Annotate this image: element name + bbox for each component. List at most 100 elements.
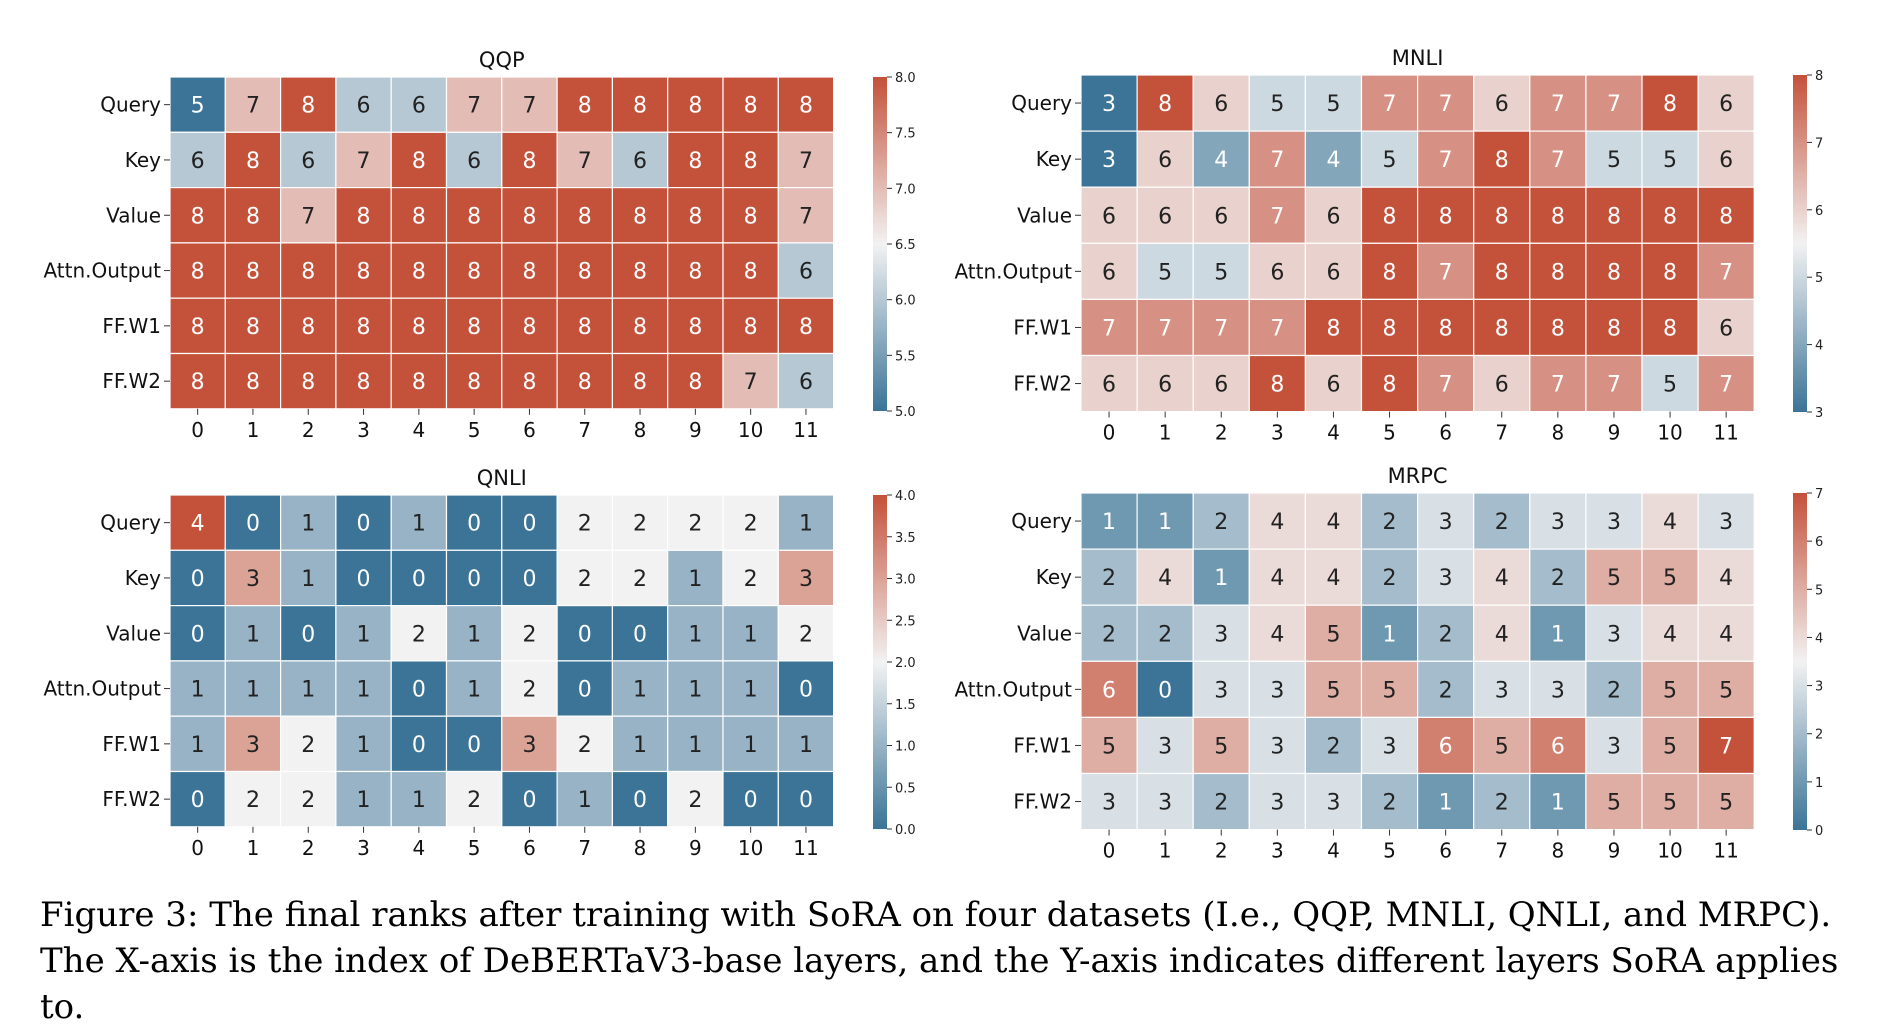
cell-value-label: 2: [1102, 566, 1116, 591]
colorbar-tick-label: 4.0: [895, 489, 916, 504]
cell-value-label: 0: [467, 512, 481, 537]
heatmap-cell: [1304, 354, 1363, 413]
cell-value-label: 2: [1158, 622, 1172, 647]
x-tick-label: 11: [793, 836, 818, 860]
cell-value-label: 7: [1551, 148, 1565, 173]
chart-title: MRPC: [1388, 464, 1448, 488]
cell-value-label: 7: [467, 94, 481, 119]
cell-value-label: 8: [246, 315, 260, 340]
cell-value-label: 8: [522, 260, 536, 285]
cell-value-label: 8: [744, 149, 758, 174]
colorbar-tick-label: 3: [1815, 406, 1823, 421]
x-tick-label: 6: [523, 418, 536, 442]
colorbar-tick-label: 6: [1815, 204, 1823, 219]
x-tick-label: 9: [1608, 839, 1621, 863]
heatmap-cell: [667, 715, 724, 773]
heatmap-cell: [1360, 604, 1419, 662]
cell-value-label: 1: [799, 733, 813, 758]
cell-value-label: 3: [1214, 678, 1228, 703]
x-tick-label: 3: [1271, 839, 1284, 863]
heatmap-cell: [1416, 492, 1475, 550]
cell-value-label: 5: [1383, 148, 1397, 173]
heatmap-cell: [611, 660, 669, 717]
heatmap-cell: [169, 770, 226, 828]
cell-value-label: 1: [578, 788, 592, 813]
cell-value-label: 6: [1214, 373, 1228, 398]
heatmap-cell: [1360, 242, 1419, 301]
heatmap-cell: [1416, 772, 1475, 831]
heatmap-cell: [1473, 660, 1531, 718]
cell-value-label: 8: [578, 370, 592, 395]
cell-value-label: 2: [1495, 510, 1509, 535]
heatmap-cell: [777, 352, 835, 410]
cell-value-label: 8: [246, 204, 260, 229]
colorbar-tick-label: 0.0: [895, 823, 916, 838]
y-tick-label: Key: [125, 566, 161, 590]
x-tick-label: 2: [302, 418, 315, 442]
x-tick-label: 9: [1608, 421, 1621, 445]
cell-value-label: 8: [1663, 316, 1677, 341]
y-tick-label: Attn.Output: [43, 259, 161, 283]
cell-value-label: 6: [1102, 204, 1116, 229]
heatmap-cell: [1360, 74, 1419, 132]
cell-value-label: 1: [246, 678, 260, 703]
cell-value-label: 8: [1383, 373, 1397, 398]
heatmap-cell: [667, 604, 724, 662]
cell-value-label: 4: [191, 512, 205, 537]
y-tick-label: FF.W1: [102, 732, 161, 756]
cell-value-label: 7: [799, 149, 813, 174]
cell-value-label: 1: [301, 678, 315, 703]
heatmap-cell: [1641, 298, 1699, 357]
cell-value-label: 8: [744, 315, 758, 340]
heatmap-cell: [1529, 492, 1587, 550]
cell-value-label: 3: [1102, 148, 1116, 173]
cell-value-label: 6: [1719, 148, 1733, 173]
cell-value-label: 8: [522, 370, 536, 395]
heatmap-cell: [722, 549, 779, 607]
cell-value-label: 1: [1214, 566, 1228, 591]
colorbar-tick-label: 4: [1815, 339, 1823, 354]
cell-value-label: 8: [1495, 260, 1509, 285]
colorbar-tick-label: 7.5: [895, 127, 916, 142]
cell-value-label: 6: [799, 260, 813, 285]
cell-value-label: 7: [1102, 316, 1116, 341]
cell-value-label: 8: [578, 260, 592, 285]
cell-value-label: 8: [1607, 204, 1621, 229]
cell-value-label: 0: [412, 678, 426, 703]
x-tick-label: 10: [738, 418, 763, 442]
x-tick-label: 2: [1215, 421, 1228, 445]
cell-value-label: 8: [744, 94, 758, 119]
cell-value-label: 8: [578, 315, 592, 340]
cell-value-label: 8: [522, 149, 536, 174]
heatmap-cell: [224, 660, 282, 717]
cell-value-label: 8: [301, 260, 315, 285]
heatmap-cell: [224, 297, 282, 355]
y-tick-label: FF.W2: [102, 787, 161, 811]
cell-value-label: 3: [1551, 510, 1565, 535]
cell-value-label: 2: [246, 788, 260, 813]
cell-value-label: 5: [1663, 373, 1677, 398]
cell-value-label: 5: [1158, 260, 1172, 285]
cell-value-label: 1: [357, 733, 371, 758]
cell-value-label: 8: [1270, 373, 1284, 398]
cell-value-label: 5: [1326, 678, 1340, 703]
cell-value-label: 1: [301, 512, 315, 537]
colorbar-tick-label: 3.0: [895, 573, 916, 588]
x-tick-label: 4: [1327, 421, 1340, 445]
heatmap-cell: [1416, 660, 1475, 718]
cell-value-label: 0: [357, 512, 371, 537]
cell-value-label: 5: [1663, 791, 1677, 816]
heatmap-cell: [1585, 660, 1643, 718]
x-tick-label: 6: [523, 836, 536, 860]
heatmap-cell: [280, 76, 337, 133]
cell-value-label: 8: [744, 204, 758, 229]
colorbar: [1793, 493, 1807, 830]
heatmap-cell: [169, 549, 226, 607]
heatmap-cell: [390, 297, 448, 355]
heatmap-cell: [501, 549, 558, 607]
heatmap-cell: [722, 131, 779, 189]
heatmap-cell: [390, 549, 448, 607]
heatmap-cell: [501, 187, 558, 244]
cell-value-label: 3: [1607, 622, 1621, 647]
heatmap-cell: [1304, 772, 1363, 831]
